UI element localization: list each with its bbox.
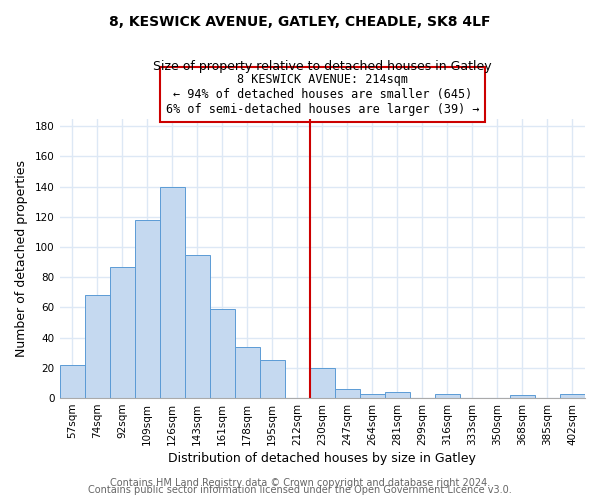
Bar xyxy=(59,365,85,398)
Bar xyxy=(560,394,585,398)
Title: Size of property relative to detached houses in Gatley: Size of property relative to detached ho… xyxy=(153,60,491,73)
Bar xyxy=(134,220,160,398)
Text: Contains HM Land Registry data © Crown copyright and database right 2024.: Contains HM Land Registry data © Crown c… xyxy=(110,478,490,488)
Bar xyxy=(209,309,235,398)
Bar xyxy=(310,368,335,398)
Bar xyxy=(235,346,260,398)
Bar xyxy=(510,395,535,398)
Bar xyxy=(110,266,134,398)
Bar xyxy=(335,389,360,398)
Bar xyxy=(360,394,385,398)
Bar xyxy=(260,360,285,398)
Text: 8 KESWICK AVENUE: 214sqm
← 94% of detached houses are smaller (645)
6% of semi-d: 8 KESWICK AVENUE: 214sqm ← 94% of detach… xyxy=(166,73,479,116)
Bar xyxy=(385,392,410,398)
Bar xyxy=(160,186,185,398)
Bar xyxy=(85,296,110,398)
Bar xyxy=(185,254,209,398)
Bar xyxy=(435,394,460,398)
Y-axis label: Number of detached properties: Number of detached properties xyxy=(15,160,28,357)
Text: 8, KESWICK AVENUE, GATLEY, CHEADLE, SK8 4LF: 8, KESWICK AVENUE, GATLEY, CHEADLE, SK8 … xyxy=(109,15,491,29)
X-axis label: Distribution of detached houses by size in Gatley: Distribution of detached houses by size … xyxy=(169,452,476,465)
Text: Contains public sector information licensed under the Open Government Licence v3: Contains public sector information licen… xyxy=(88,485,512,495)
